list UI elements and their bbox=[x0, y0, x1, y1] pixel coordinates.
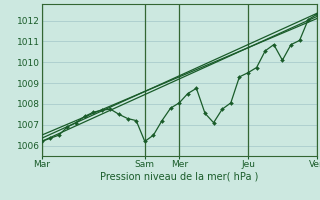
X-axis label: Pression niveau de la mer( hPa ): Pression niveau de la mer( hPa ) bbox=[100, 172, 258, 182]
